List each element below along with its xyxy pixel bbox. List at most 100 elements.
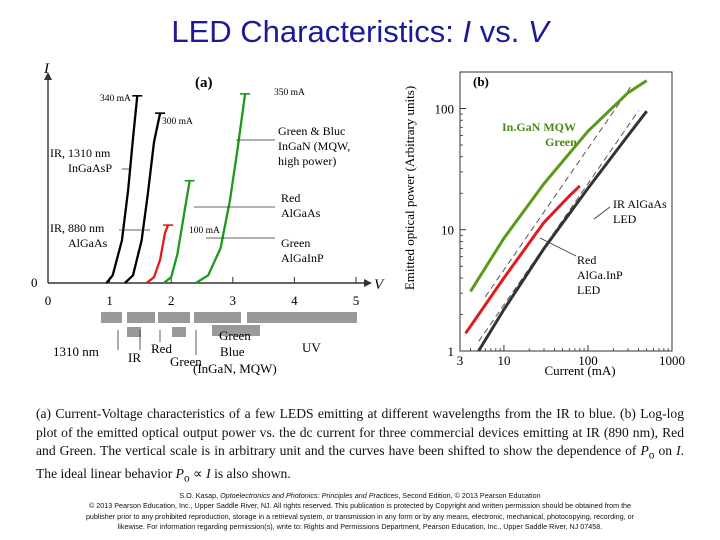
axis-b-x-label: Current (mA) [544,363,615,378]
label-green-b: AlGaInP [281,251,324,265]
credit-line-4: likewise. For information regarding perm… [117,522,603,532]
bar-green-blue [212,325,260,336]
figure-caption: (a) Current-Voltage characteristics of a… [36,405,684,488]
copyright-credit: S.O. Kasap, Optoelectronics and Photonic… [24,491,696,533]
title-current-symbol: I [462,14,472,49]
slide-title: LED Characteristics: I vs. V [0,14,720,50]
axis-a-y-tick-0: 0 [31,275,38,290]
label-ir880-b: AlGaAs [68,236,108,250]
caption-po-symbol: P [640,443,649,458]
bar-green-low [194,312,241,323]
axis-b-x-tick-label: 100 [578,353,598,368]
power-curve-0 [477,110,648,352]
axis-a-x-tick-label: 2 [168,293,175,308]
axis-b-x-tick-label: 1000 [659,353,685,368]
label-gb-c: high power) [278,154,336,168]
label-green-a: Green [281,236,310,250]
iv-curve-1 [124,112,162,284]
bar-label-ir: IR [128,350,141,365]
annot-red-leader [539,237,577,257]
bar-red-2 [172,327,186,337]
panel-b-label: (b) [473,74,489,89]
axis-a-x-tick-label: 4 [291,293,298,308]
wavelength-bars: 1310 nm IR Red Green Green Blue (InGaN, … [53,312,357,376]
bar-label-blue: Blue [220,344,245,359]
bar-label-uv: UV [302,340,321,355]
credit-edition: , Second Edition, © 2013 Pearson Educati… [398,491,541,500]
label-ir1310-b: InGaAsP [68,161,112,175]
bar-uv [247,312,357,323]
axis-b-x-tick-label: 10 [497,353,510,368]
bar-ir-2 [127,327,141,337]
label-gb-b: InGaN (MQW, [278,139,350,153]
credit-line-3: publisher prior to any prohibited reprod… [85,511,635,521]
bar-label-1310: 1310 nm [53,344,99,359]
axis-a-x-label: V [374,277,385,293]
annot-red-c: LED [577,283,601,297]
credit-line-1: S.O. Kasap, Optoelectronics and Photonic… [24,491,696,501]
iv-curve-3 [163,180,191,284]
value-label-350ma: 350 mA [274,88,305,98]
caption-po-sub: o [648,449,655,462]
axis-b-ticks: 3 10 100 1000 1 10 100 [435,101,686,368]
iv-curve-4 [195,93,247,284]
annot-red-a: Red [577,253,596,267]
annot-ir-leader [593,206,611,220]
axis-b-x-tick-label: 3 [457,353,464,368]
panel-a-label: (a) [195,75,213,91]
caption-po-sub-2: o [183,472,190,485]
axis-a-x-tick-label: 0 [45,293,52,308]
axis-b-y-tick-label: 1 [448,344,455,359]
panel-b-curves [464,79,648,352]
panel-b: (b) Emitted optical power (Arbitrary uni… [402,71,686,378]
annot-green-b: Green [545,135,577,149]
power-curve-2 [469,79,648,293]
value-label-100ma: 100 mA [189,226,220,236]
bar-red [158,312,190,323]
axis-a-y-label: I [43,61,50,77]
bar-label-green: Green [219,328,251,343]
credit-author: S.O. Kasap, [179,491,221,500]
label-gb-a: Green & Bluc [278,124,345,138]
ideal-linear-line [484,86,631,298]
caption-po-symbol-2: P [175,466,184,482]
axis-b-y-label: Emitted optical power (Arbitrary units) [402,86,417,290]
caption-i-symbol: I [676,443,681,458]
annot-ir-b: LED [613,212,637,226]
annot-green-a: In.GaN MQW [502,120,576,134]
caption-proportional: ∝ [189,466,207,482]
iv-curve-2 [145,224,170,284]
label-ir880-a: IR, 880 nm [50,221,105,235]
value-label-340ma: 340 mA [100,94,131,104]
axis-a-x-ticks: 0 1 2 3 4 5 [45,277,360,308]
panel-b-frame [459,71,673,352]
credit-line-2: © 2013 Pearson Education, Inc., Upper Sa… [88,501,632,511]
panel-a: (a) I V 0 0 1 2 3 4 5 340 mA 300 mA 350 mA 10… [31,61,385,376]
label-red-b: AlGaAs [281,206,321,220]
bar-label-blue-note: (InGaN, MQW) [193,361,277,376]
caption-text-1: (a) Current-Voltage characteristics of a… [36,406,684,458]
axis-a-x-tick-label: 1 [106,293,113,308]
annot-ir-a: IR AlGaAs [613,197,667,211]
axis-a-x-tick-label: 5 [353,293,360,308]
axis-a-x-tick-label: 3 [230,293,237,308]
label-red-a: Red [281,191,300,205]
credit-book-title: Optoelectronics and Photonics: Principle… [220,491,399,500]
caption-text-3: . The ideal linear behavior [36,443,684,482]
label-ir1310-a: IR, 1310 nm [50,146,111,160]
iv-curve-0 [105,95,139,284]
annot-red-b: AlGa.InP [577,268,623,282]
caption-i-symbol-2: I [206,466,211,482]
axis-b-y-tick-label: 10 [441,223,454,238]
caption-text-4: is also shown. [210,466,291,482]
bar-1310 [101,312,122,323]
bar-ir [127,312,155,323]
title-vs: vs. [471,14,528,49]
bar-label-red: Red [151,341,172,356]
bar-label-green-low: Green [170,354,202,369]
axis-b-y-tick-label: 100 [435,101,455,116]
caption-text-2: on [654,443,677,458]
power-curve-1 [464,184,581,335]
panel-a-curves [105,93,251,284]
